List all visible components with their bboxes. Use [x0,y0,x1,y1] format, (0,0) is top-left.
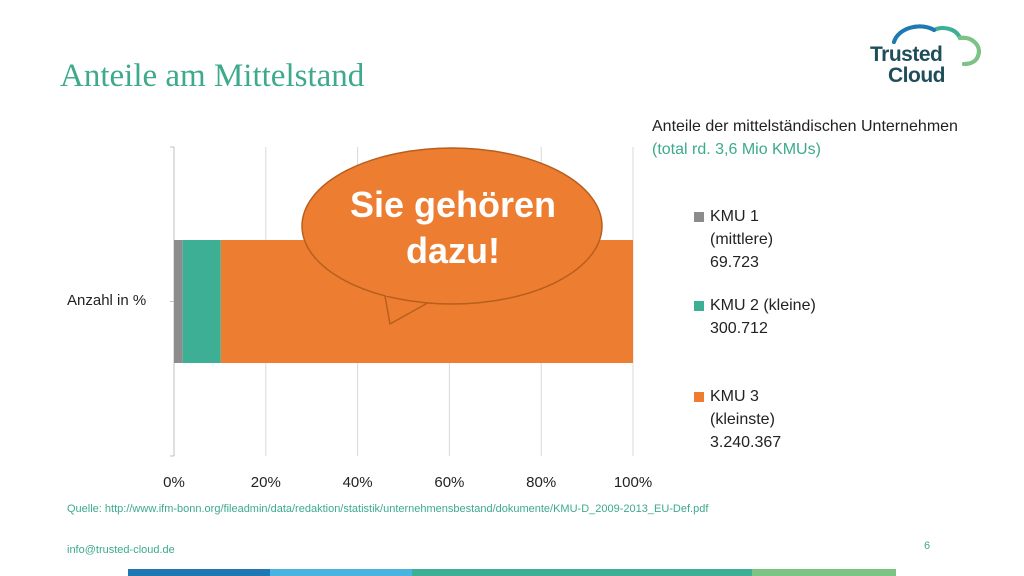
legend-kmu1-line2: (mittlere) [710,231,774,248]
callout-line-2: dazu! [406,230,500,271]
chart-x-ticks: 0% 20% 40% 60% 80% 100% [163,474,652,491]
legend-item-kmu3: KMU 3 (kleinste) 3.240.367 [694,385,781,454]
legend-kmu1-line1: KMU 1 [710,208,759,225]
legend-kmu3-line3: 3.240.367 [710,434,782,451]
callout-line-1: Sie gehören [349,184,557,225]
footer-segment-1 [128,569,270,576]
x-tick-label: 0% [163,474,185,491]
legend-subtitle: (total rd. 3,6 Mio KMUs) [652,141,821,158]
bar-segment-kmu1 [174,240,183,363]
callout-bubble [301,147,603,326]
legend-kmu1-line3: 69.723 [710,254,759,271]
legend-kmu2-line2: 300.712 [710,320,768,337]
x-tick-label: 60% [434,474,464,491]
footer-segment-2 [270,569,412,576]
x-tick-label: 100% [614,474,652,491]
contact-email[interactable]: info@trusted-cloud.de [67,544,175,556]
page-number: 6 [924,540,931,552]
footer-color-bar [128,569,896,576]
x-tick-label: 20% [251,474,281,491]
source-note: Quelle: http://www.ifm-bonn.org/fileadmi… [67,503,709,515]
cloud-logo-icon [892,24,981,66]
bar-segment-kmu2 [182,240,221,363]
logo-line-1: Trusted [870,43,943,66]
x-tick-label: 80% [526,474,556,491]
y-axis-title: Anzahl in % [67,292,147,309]
callout-bubble-body [301,147,603,305]
footer-segment-4 [752,569,896,576]
legend-swatch-kmu3 [694,392,704,402]
page-title: Anteile am Mittelstand [60,58,365,94]
legend-kmu3-line1: KMU 3 [710,388,759,405]
callout-text: Sie gehören dazu! [318,182,588,274]
logo-line-2: Cloud [888,64,945,87]
legend-swatch-kmu1 [694,212,704,222]
logo-wordmark: Trusted Cloud [870,44,945,86]
footer-segment-3 [412,569,752,576]
x-tick-label: 40% [343,474,373,491]
legend-title: Anteile der mittelständischen Unternehme… [652,115,958,161]
legend-swatch-kmu2 [694,301,704,311]
legend-kmu2-line1: KMU 2 (kleine) [710,297,816,314]
legend-kmu3-line2: (kleinste) [710,411,775,428]
legend-item-kmu1: KMU 1 (mittlere) 69.723 [694,205,773,274]
legend-title-main: Anteile der mittelständischen Unternehme… [652,118,958,135]
legend-item-kmu2: KMU 2 (kleine) 300.712 [694,294,816,340]
